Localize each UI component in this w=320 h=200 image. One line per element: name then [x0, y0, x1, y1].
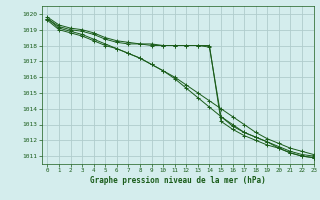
X-axis label: Graphe pression niveau de la mer (hPa): Graphe pression niveau de la mer (hPa) — [90, 176, 266, 185]
